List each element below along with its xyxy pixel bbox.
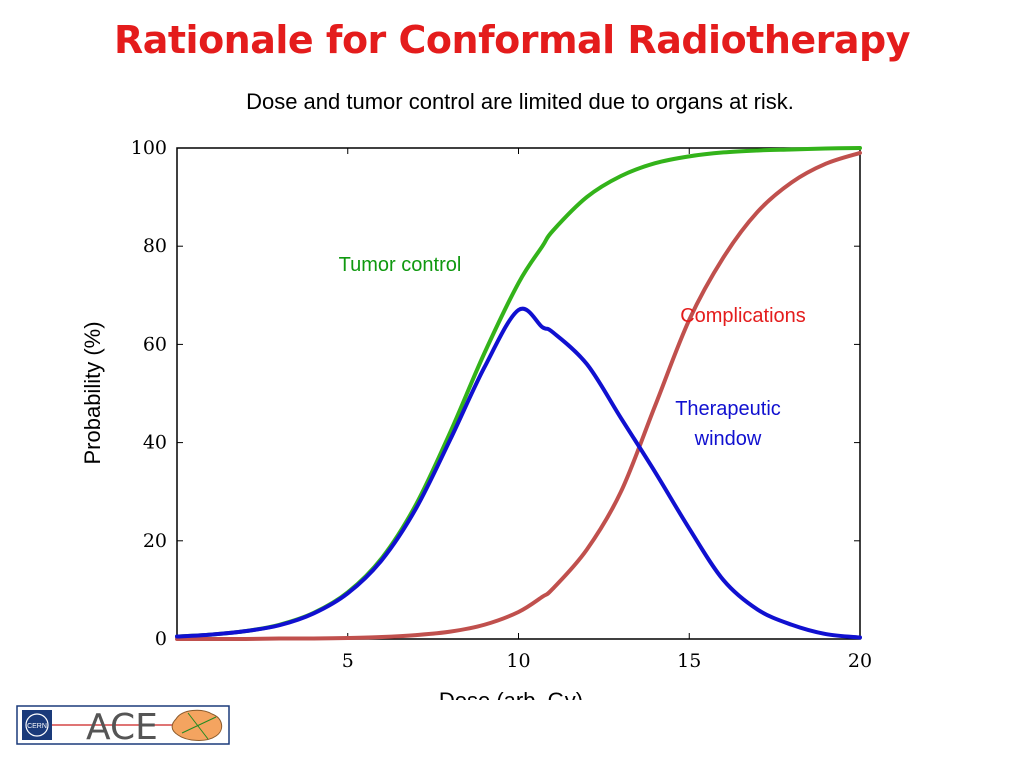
cern-badge-icon <box>22 710 52 740</box>
series-layer <box>175 146 862 642</box>
annotation-tumor-control: Tumor control <box>339 254 462 276</box>
ace-logo-text: ACE <box>86 707 158 745</box>
x-axis-label: Dose (arb. Gy) <box>439 688 583 700</box>
x-tick-label: 5 <box>342 650 354 672</box>
slide-subtitle: Dose and tumor control are limited due t… <box>246 89 794 114</box>
y-tick-label: 40 <box>143 432 167 454</box>
therapeutic-window-curve <box>175 306 862 640</box>
y-tick-label: 80 <box>143 235 167 257</box>
annotation-complications: Complications <box>680 305 806 327</box>
y-axis-label: Probability (%) <box>80 321 105 464</box>
y-tick-label: 100 <box>131 137 167 159</box>
probability-chart: 5 10 15 20 0 20 40 60 80 100 Dose (arb. Gy) Proba… <box>80 137 872 700</box>
x-tick-label: 10 <box>506 650 530 672</box>
tick-labels: 5 10 15 20 0 20 40 60 80 100 <box>131 137 872 672</box>
slide-title: Rationale for Conformal Radiotherapy <box>113 18 911 62</box>
y-tick-label: 0 <box>155 628 167 650</box>
cern-badge-text: CERN <box>27 723 47 730</box>
annotation-therapeutic: Therapeutic <box>675 398 781 420</box>
x-tick-label: 20 <box>848 650 872 672</box>
ace-logo: CERN ACE <box>16 705 230 745</box>
x-tick-label: 15 <box>677 650 701 672</box>
plot-frame <box>176 147 861 640</box>
y-tick-label: 60 <box>143 333 167 355</box>
tumor-blob-icon <box>171 709 223 741</box>
annotation-window: window <box>694 428 762 450</box>
y-tick-label: 20 <box>143 530 167 552</box>
complications-curve <box>175 150 862 642</box>
